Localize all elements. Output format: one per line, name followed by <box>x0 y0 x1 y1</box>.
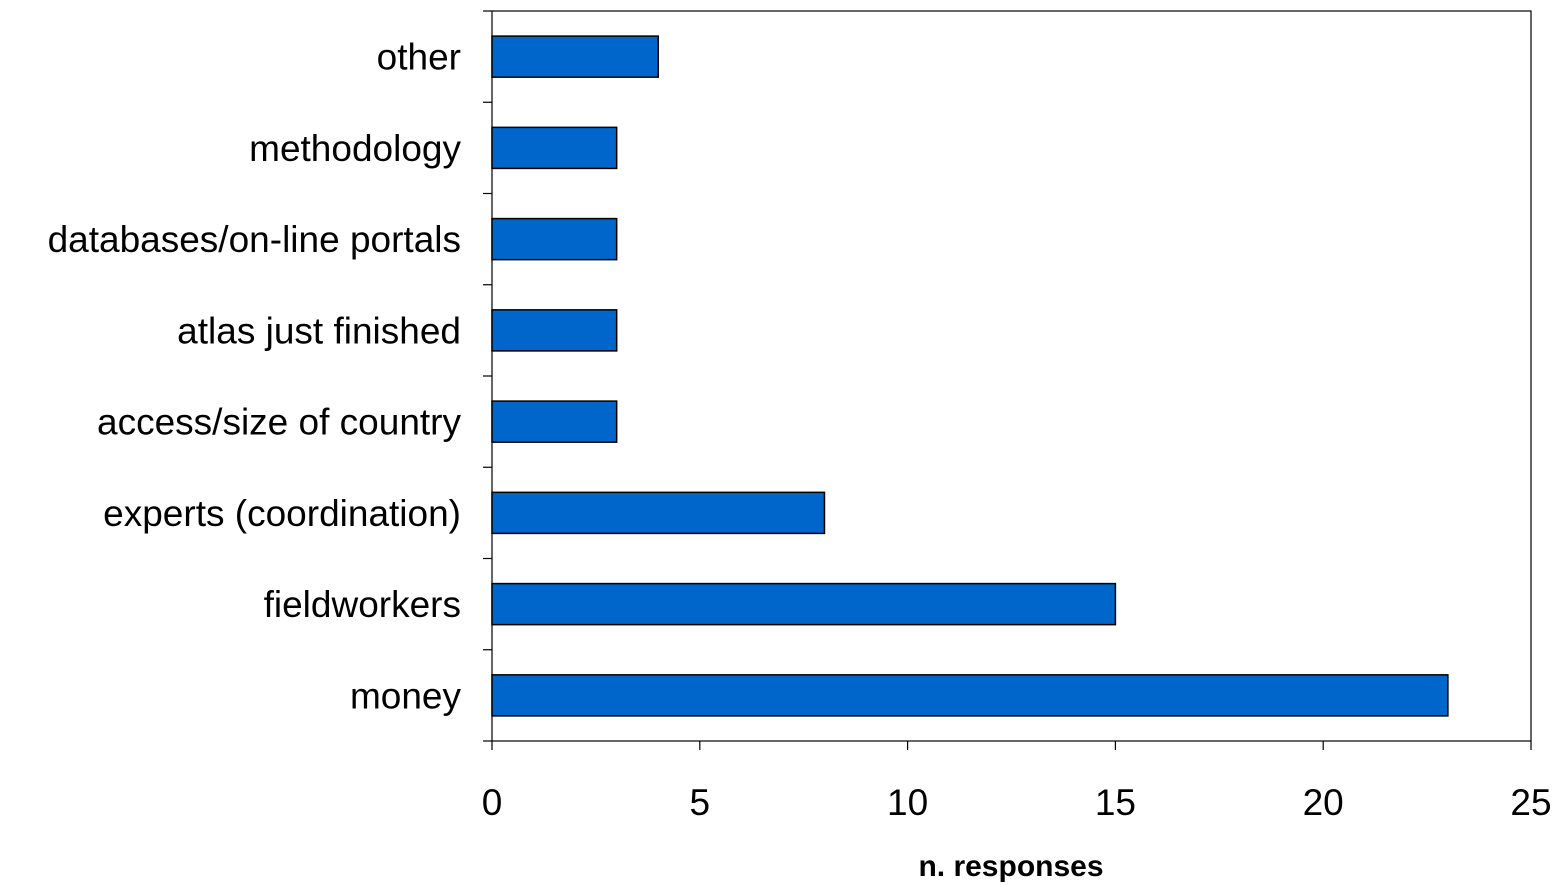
category-label: fieldworkers <box>264 584 461 625</box>
category-label: methodology <box>249 128 461 169</box>
bar-other <box>491 35 659 78</box>
category-label: experts (coordination) <box>103 493 461 534</box>
bar-access-size-of-country <box>491 400 618 443</box>
x-tick-label: 25 <box>1510 782 1551 823</box>
x-tick-label: 10 <box>887 782 928 823</box>
x-axis-title: n. responses <box>918 850 1103 883</box>
category-label: databases/on-line portals <box>48 219 461 260</box>
bar-experts-coordination- <box>491 491 826 535</box>
bar-methodology <box>491 126 618 170</box>
category-label: money <box>350 675 462 716</box>
bar-money <box>491 674 1449 717</box>
category-label: atlas just finished <box>177 310 461 351</box>
category-label: access/size of country <box>97 402 461 443</box>
x-tick-label: 0 <box>482 782 503 823</box>
bar-atlas-just-finished <box>491 309 618 352</box>
bar-databases-on-line-portals <box>491 217 618 261</box>
plot-area: other methodology databases/on-line portal… <box>48 10 1552 823</box>
x-tick-label: 15 <box>1095 782 1136 823</box>
x-tick-label: 20 <box>1303 782 1344 823</box>
category-label: other <box>377 37 461 78</box>
bar-fieldworkers <box>491 582 1117 626</box>
plot-frame <box>491 10 1532 742</box>
x-tick-label: 5 <box>690 782 711 823</box>
